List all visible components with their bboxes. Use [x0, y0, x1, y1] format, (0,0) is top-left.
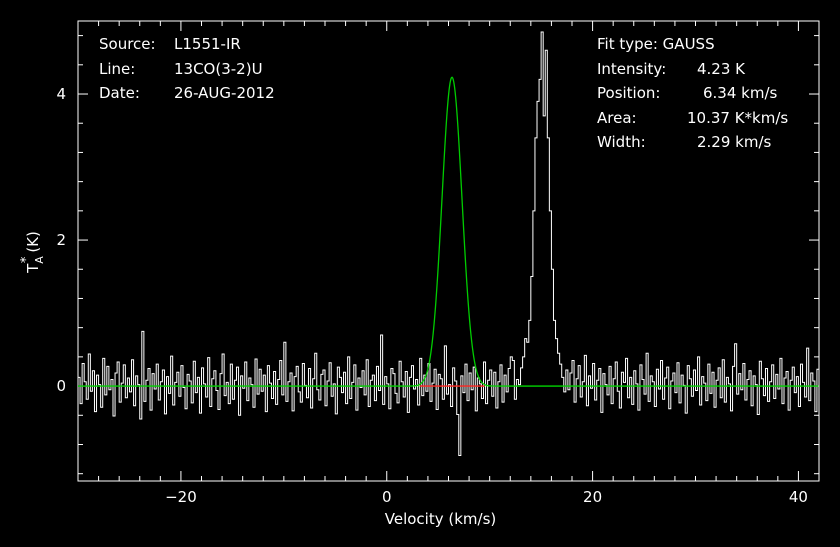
- annotation-label: Intensity:: [597, 59, 667, 78]
- annotation-label: Width:: [597, 133, 646, 151]
- annotation-label: Position:: [597, 84, 661, 102]
- annotation-value: 6.34 km/s: [703, 84, 778, 102]
- annotation-label: Area:: [597, 108, 637, 127]
- spectrum-line: [78, 31, 819, 456]
- y-axis-label-main: T: [24, 263, 42, 274]
- x-axis-label: Velocity (km/s): [385, 510, 496, 528]
- y-tick-label: 0: [56, 377, 66, 395]
- gaussian-fit-line: [78, 76, 819, 387]
- annotation-label: Fit type: GAUSS: [597, 35, 715, 53]
- annotation-value: 4.23 K: [697, 59, 746, 78]
- x-tick-label: 0: [382, 488, 392, 506]
- x-tick-label: −20: [165, 488, 197, 506]
- y-tick-label: 2: [56, 231, 66, 249]
- y-axis-label-sup: *: [19, 256, 34, 263]
- annotation-label: Source:: [99, 35, 156, 53]
- annotation-label: Line:: [99, 59, 136, 78]
- plot-area: [78, 31, 819, 456]
- annotation-value: 10.37 K*km/s: [687, 108, 789, 127]
- y-axis-label-sub: A: [33, 256, 46, 264]
- x-tick-label: 40: [789, 488, 808, 506]
- y-axis-label: TA* (K): [19, 231, 46, 274]
- y-tick-label: 4: [56, 85, 66, 103]
- annotation-value: 13CO(3-2)U: [174, 59, 263, 78]
- annotation-value: L1551-IR: [174, 35, 241, 53]
- x-tick-label: 20: [583, 488, 602, 506]
- y-axis-label-unit: (K): [24, 231, 42, 253]
- annotation-value: 2.29 km/s: [697, 133, 772, 151]
- annotation-value: 26-AUG-2012: [174, 84, 275, 102]
- annotation-label: Date:: [99, 84, 140, 102]
